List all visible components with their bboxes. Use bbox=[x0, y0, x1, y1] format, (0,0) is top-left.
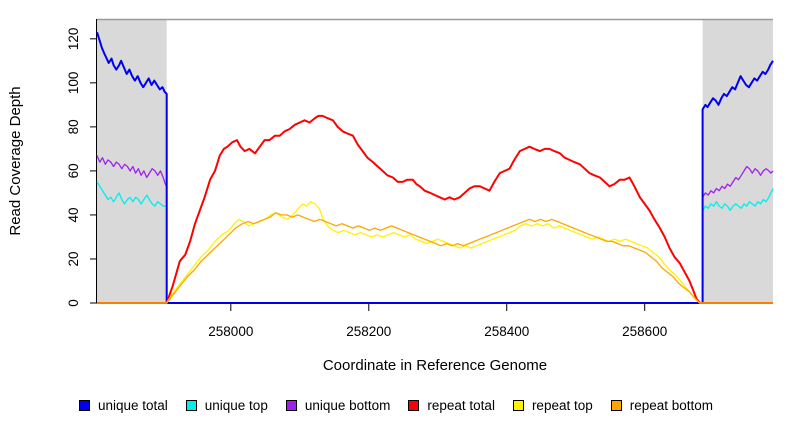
legend-swatch-unique-bottom bbox=[285, 400, 297, 411]
legend-label: repeat top bbox=[531, 398, 593, 413]
legend-item-unique-top: unique top bbox=[185, 398, 268, 413]
legend-swatch-unique-total bbox=[78, 400, 90, 411]
legend-label: unique bottom bbox=[304, 398, 391, 413]
legend-item-unique-bottom: unique bottom bbox=[285, 398, 391, 413]
series-repeat-bottom bbox=[97, 212, 773, 304]
legend-label: repeat bottom bbox=[629, 398, 714, 413]
x-tick-label: 258000 bbox=[208, 324, 253, 339]
series-repeat-total bbox=[97, 114, 773, 304]
legend-swatch-repeat-bottom bbox=[610, 400, 622, 411]
y-tick-label: 20 bbox=[66, 251, 81, 266]
legend-swatch-unique-top bbox=[185, 400, 197, 411]
series-unique-top bbox=[96, 181, 774, 304]
legend-item-unique-total: unique total bbox=[78, 398, 168, 413]
x-axis-title: Coordinate in Reference Genome bbox=[323, 357, 547, 374]
y-tick-label: 80 bbox=[66, 119, 81, 134]
x-tick-label: 258400 bbox=[484, 324, 529, 339]
legend: unique total unique top unique bottom repea… bbox=[0, 398, 792, 413]
y-tick-label: 0 bbox=[66, 299, 81, 307]
y-axis-title: Read Coverage Depth bbox=[7, 86, 24, 235]
legend-swatch-repeat-top bbox=[512, 400, 524, 411]
x-tick-label: 258200 bbox=[346, 324, 391, 339]
legend-label: unique top bbox=[204, 398, 268, 413]
y-tick-label: 120 bbox=[66, 28, 81, 51]
legend-label: unique total bbox=[97, 398, 168, 413]
y-tick-label: 100 bbox=[66, 72, 81, 95]
legend-swatch-repeat-total bbox=[408, 400, 420, 411]
legend-item-repeat-bottom: repeat bottom bbox=[610, 398, 714, 413]
y-tick-label: 60 bbox=[66, 163, 81, 178]
legend-item-repeat-total: repeat total bbox=[408, 398, 495, 413]
series-unique-total bbox=[96, 31, 774, 304]
x-tick-label: 258600 bbox=[622, 324, 667, 339]
legend-item-repeat-top: repeat top bbox=[512, 398, 593, 413]
legend-label: repeat total bbox=[427, 398, 495, 413]
series-unique-bottom bbox=[96, 155, 774, 304]
masked-region-flank-right bbox=[702, 19, 773, 303]
y-tick-label: 40 bbox=[66, 207, 81, 222]
